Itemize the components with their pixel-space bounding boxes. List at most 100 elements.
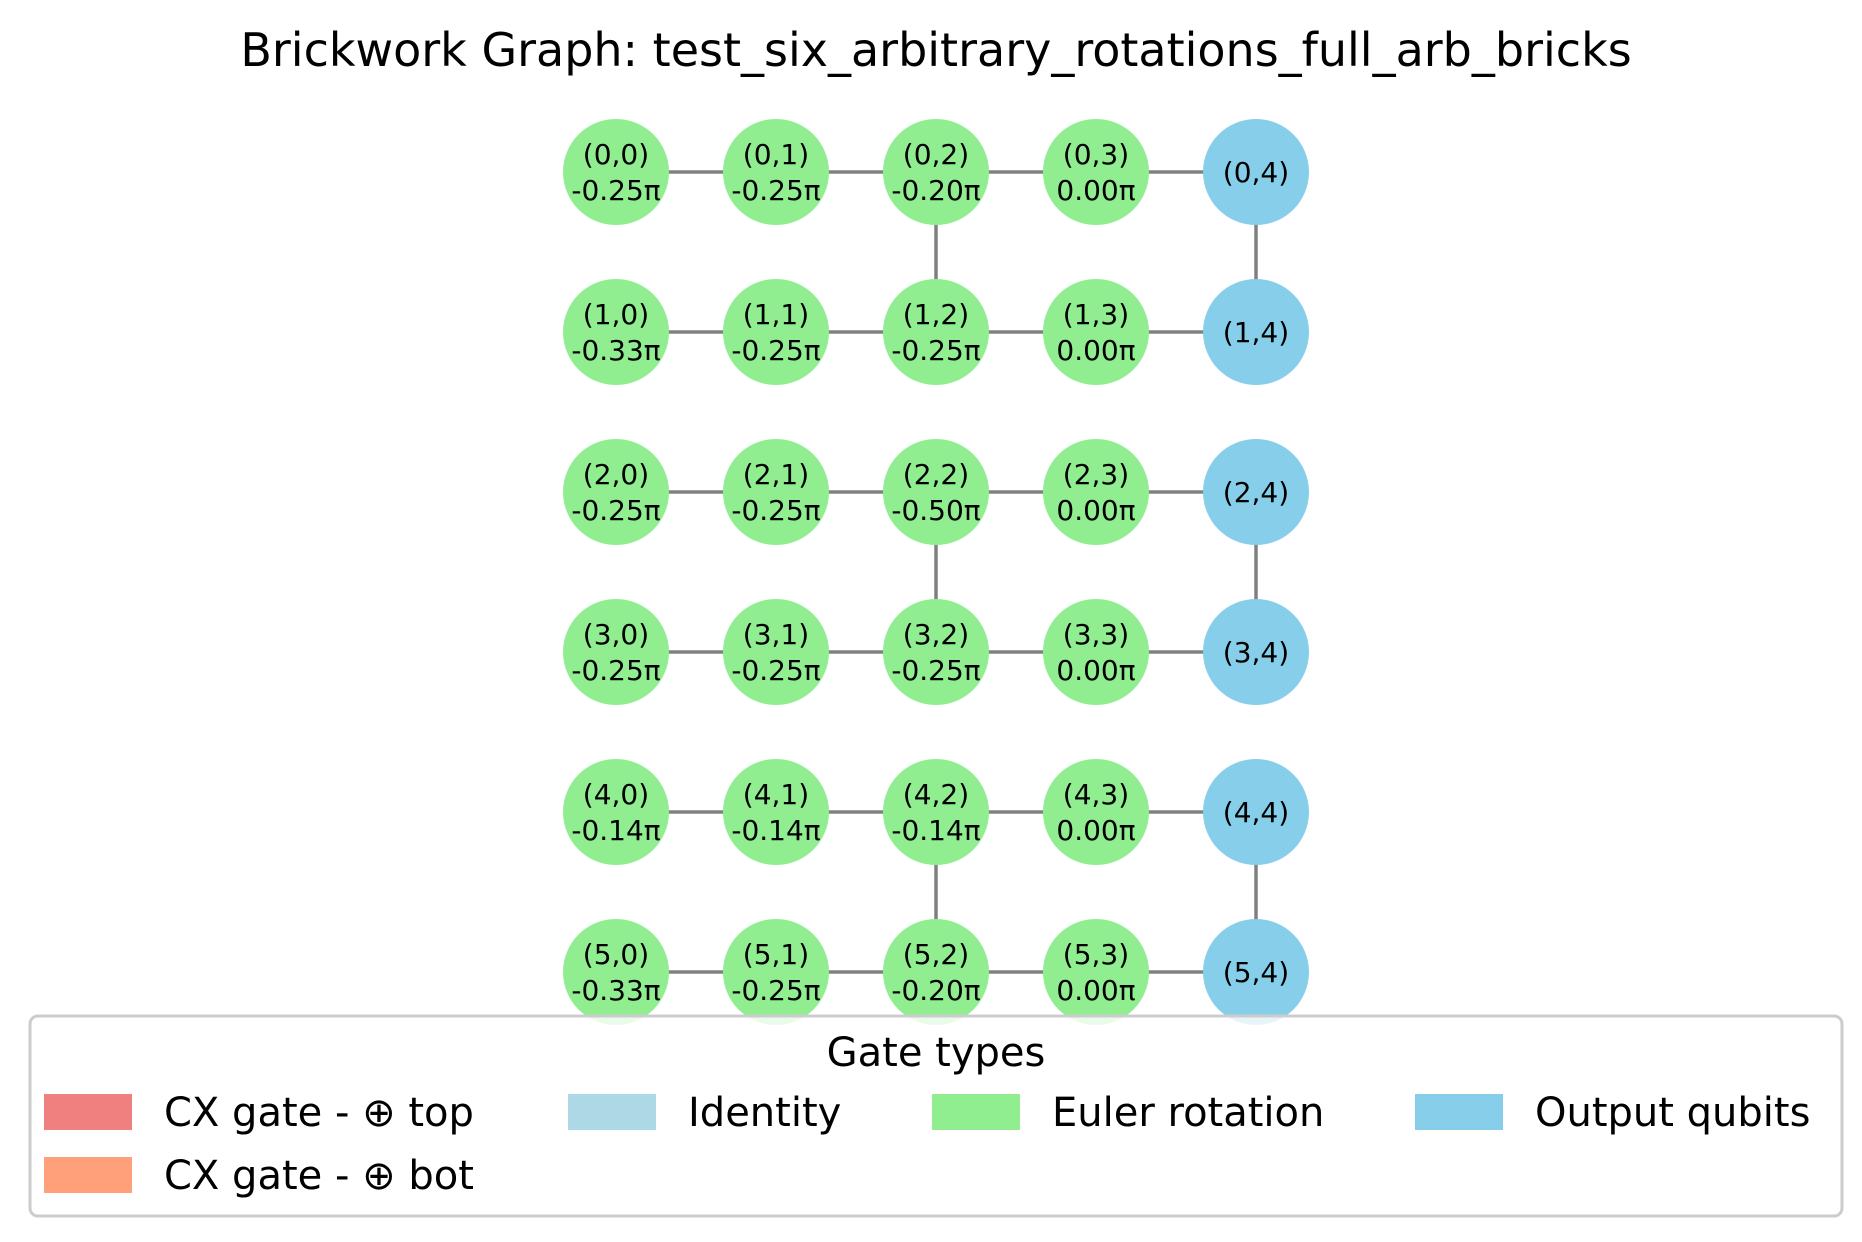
euler-rotation-node xyxy=(883,599,989,705)
legend-label: CX gate - ⊕ bot xyxy=(164,1153,474,1199)
node-angle-label: 0.00π xyxy=(1056,174,1135,207)
legend-items: CX gate - ⊕ top CX gate - ⊕ bot Identity Eu… xyxy=(44,1090,1810,1199)
output-qubit-node xyxy=(1203,439,1309,545)
node-angle-label: -0.14π xyxy=(731,814,820,847)
legend-label: Output qubits xyxy=(1535,1090,1810,1136)
graph-node: (5,0)-0.33π xyxy=(563,919,669,1025)
node-id-label: (5,1) xyxy=(743,938,809,971)
euler-rotation-node xyxy=(883,919,989,1025)
graph-node: (5,3)0.00π xyxy=(1043,919,1149,1025)
node-id-label: (0,2) xyxy=(903,138,969,171)
graph-node: (4,1)-0.14π xyxy=(723,759,829,865)
node-id-label: (0,1) xyxy=(743,138,809,171)
node-id-label: (3,1) xyxy=(743,618,809,651)
node-id-label: (4,3) xyxy=(1063,778,1129,811)
node-angle-label: -0.25π xyxy=(731,974,820,1007)
euler-rotation-node xyxy=(883,759,989,865)
legend-swatch xyxy=(1415,1094,1503,1130)
graph-node: (5,4) xyxy=(1203,919,1309,1025)
node-angle-label: -0.25π xyxy=(571,174,660,207)
node-angle-label: -0.25π xyxy=(571,654,660,687)
node-id-label: (4,1) xyxy=(743,778,809,811)
legend-item: Euler rotation xyxy=(932,1090,1324,1136)
legend: Gate types CX gate - ⊕ top CX gate - ⊕ bo… xyxy=(28,1014,1844,1218)
legend-swatch xyxy=(568,1094,656,1130)
node-angle-label: -0.20π xyxy=(891,174,980,207)
node-id-label: (5,4) xyxy=(1223,956,1289,989)
graph-node: (2,3)0.00π xyxy=(1043,439,1149,545)
output-qubit-node xyxy=(1203,599,1309,705)
node-id-label: (2,0) xyxy=(583,458,649,491)
node-id-label: (2,4) xyxy=(1223,476,1289,509)
node-id-label: (4,4) xyxy=(1223,796,1289,829)
graph-node: (4,4) xyxy=(1203,759,1309,865)
graph-node: (5,1)-0.25π xyxy=(723,919,829,1025)
legend-label: Identity xyxy=(688,1090,841,1136)
node-id-label: (5,3) xyxy=(1063,938,1129,971)
node-id-label: (4,0) xyxy=(583,778,649,811)
node-id-label: (2,3) xyxy=(1063,458,1129,491)
euler-rotation-node xyxy=(723,119,829,225)
graph-node: (0,3)0.00π xyxy=(1043,119,1149,225)
node-id-label: (0,3) xyxy=(1063,138,1129,171)
graph-node: (0,4) xyxy=(1203,119,1309,225)
euler-rotation-node xyxy=(723,279,829,385)
graph-node: (4,0)-0.14π xyxy=(563,759,669,865)
graph-node: (3,2)-0.25π xyxy=(883,599,989,705)
euler-rotation-node xyxy=(1043,919,1149,1025)
legend-swatch xyxy=(932,1094,1020,1130)
graph-node: (0,0)-0.25π xyxy=(563,119,669,225)
euler-rotation-node xyxy=(1043,759,1149,865)
graph-node: (2,1)-0.25π xyxy=(723,439,829,545)
graph-node: (1,3)0.00π xyxy=(1043,279,1149,385)
node-angle-label: -0.25π xyxy=(571,494,660,527)
euler-rotation-node xyxy=(563,279,669,385)
node-angle-label: -0.33π xyxy=(571,974,660,1007)
graph-node: (3,1)-0.25π xyxy=(723,599,829,705)
node-angle-label: -0.25π xyxy=(731,654,820,687)
node-id-label: (2,1) xyxy=(743,458,809,491)
graph-node: (3,4) xyxy=(1203,599,1309,705)
node-angle-label: 0.00π xyxy=(1056,974,1135,1007)
graph-node: (2,0)-0.25π xyxy=(563,439,669,545)
graph-nodes: (0,0)-0.25π(0,1)-0.25π(0,2)-0.20π(0,3)0.… xyxy=(563,119,1309,1025)
legend-item: Output qubits xyxy=(1415,1090,1810,1136)
node-angle-label: -0.25π xyxy=(731,174,820,207)
output-qubit-node xyxy=(1203,119,1309,225)
node-angle-label: -0.14π xyxy=(891,814,980,847)
node-angle-label: 0.00π xyxy=(1056,654,1135,687)
legend-item: CX gate - ⊕ bot xyxy=(44,1153,474,1199)
node-angle-label: -0.33π xyxy=(571,334,660,367)
euler-rotation-node xyxy=(563,919,669,1025)
graph-node: (1,1)-0.25π xyxy=(723,279,829,385)
node-id-label: (0,0) xyxy=(583,138,649,171)
node-id-label: (5,0) xyxy=(583,938,649,971)
euler-rotation-node xyxy=(723,439,829,545)
graph-node: (2,2)-0.50π xyxy=(883,439,989,545)
euler-rotation-node xyxy=(723,919,829,1025)
euler-rotation-node xyxy=(563,759,669,865)
graph-node: (3,3)0.00π xyxy=(1043,599,1149,705)
output-qubit-node xyxy=(1203,919,1309,1025)
node-id-label: (0,4) xyxy=(1223,156,1289,189)
euler-rotation-node xyxy=(563,119,669,225)
node-angle-label: 0.00π xyxy=(1056,814,1135,847)
euler-rotation-node xyxy=(1043,119,1149,225)
graph-node: (0,2)-0.20π xyxy=(883,119,989,225)
graph-node: (4,3)0.00π xyxy=(1043,759,1149,865)
node-angle-label: 0.00π xyxy=(1056,334,1135,367)
legend-swatch xyxy=(44,1094,132,1130)
graph-node: (2,4) xyxy=(1203,439,1309,545)
graph-node: (4,2)-0.14π xyxy=(883,759,989,865)
node-id-label: (1,4) xyxy=(1223,316,1289,349)
node-angle-label: -0.25π xyxy=(891,334,980,367)
graph-node: (3,0)-0.25π xyxy=(563,599,669,705)
node-id-label: (3,0) xyxy=(583,618,649,651)
node-angle-label: -0.25π xyxy=(891,654,980,687)
euler-rotation-node xyxy=(1043,279,1149,385)
node-id-label: (3,2) xyxy=(903,618,969,651)
node-angle-label: -0.20π xyxy=(891,974,980,1007)
node-id-label: (4,2) xyxy=(903,778,969,811)
euler-rotation-node xyxy=(563,599,669,705)
node-id-label: (5,2) xyxy=(903,938,969,971)
